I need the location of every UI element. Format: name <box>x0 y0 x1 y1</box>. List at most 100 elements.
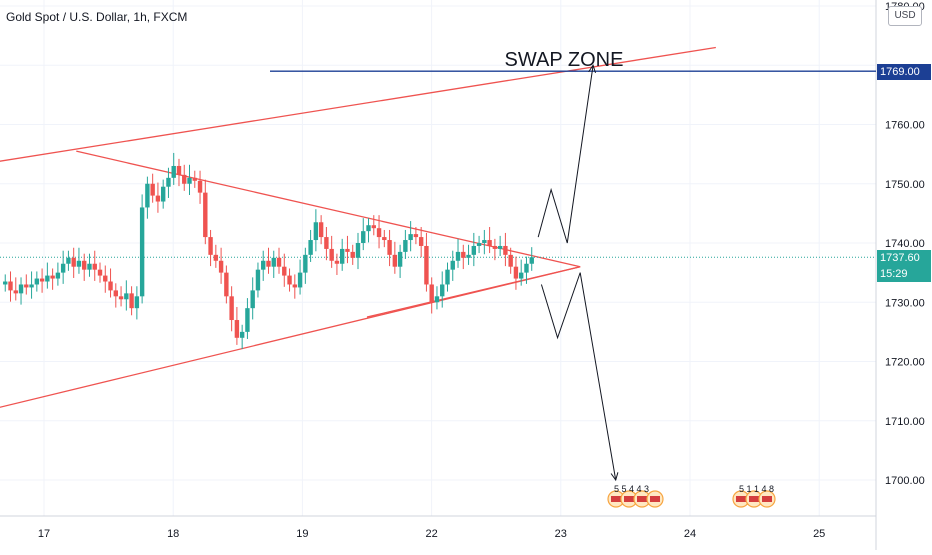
candle-body <box>403 240 408 252</box>
countdown-tag: 15:29 <box>877 266 931 282</box>
candle-body <box>145 183 150 208</box>
candle-body <box>508 254 513 267</box>
candle-body <box>166 177 171 187</box>
candle-body <box>3 281 8 285</box>
candle-body <box>155 195 161 202</box>
candle-body <box>34 278 40 285</box>
candle-body <box>150 183 155 196</box>
y-tick-label: 1750.00 <box>885 179 925 191</box>
candle-body <box>471 245 477 255</box>
candle-body <box>8 281 13 291</box>
candle-body <box>45 275 50 282</box>
candle-body <box>66 257 71 264</box>
candle-body <box>213 254 219 261</box>
flag-stripe <box>762 496 772 502</box>
candle-body <box>382 237 387 241</box>
candle-body <box>361 231 366 243</box>
candle-body <box>60 263 66 273</box>
candle-body <box>13 290 18 294</box>
candle-body <box>345 248 350 252</box>
candle-body <box>134 296 140 309</box>
candle-body <box>371 225 376 229</box>
candle-body <box>24 284 29 288</box>
x-tick-label: 17 <box>38 528 50 540</box>
currency-button[interactable]: USD <box>888 6 922 26</box>
candle-body <box>482 240 487 243</box>
candle-body <box>324 237 329 249</box>
x-tick-label: 23 <box>555 528 567 540</box>
candle-body <box>261 260 266 270</box>
flag-stripe <box>736 496 746 502</box>
candle-body <box>408 234 413 241</box>
candle-body <box>108 281 113 291</box>
candle-body <box>297 272 303 288</box>
candle-body <box>113 290 119 297</box>
candle-body <box>282 266 287 276</box>
candle-body <box>313 222 319 241</box>
candle-body <box>55 272 61 279</box>
candle-body <box>487 240 492 246</box>
candle-body <box>519 272 524 279</box>
event-digits: 5 5 4 4 3 <box>614 484 649 494</box>
x-tick-label: 18 <box>167 528 179 540</box>
candle-body <box>208 237 213 255</box>
candle-body <box>339 248 345 264</box>
candle-body <box>39 278 45 282</box>
candle-body <box>350 251 355 258</box>
candle-body <box>397 251 403 267</box>
candle-body <box>124 293 129 300</box>
x-tick-label: 19 <box>296 528 308 540</box>
candle-body <box>355 243 361 258</box>
swap-zone-label: SWAP ZONE <box>505 49 624 71</box>
candle-body <box>366 225 371 232</box>
candle-body <box>118 296 124 300</box>
lower-channel-line <box>0 266 581 408</box>
flag-stripe <box>650 496 660 502</box>
flag-stripe <box>624 496 634 502</box>
candle-body <box>266 260 271 267</box>
candle-body <box>29 284 34 288</box>
x-tick-label: 24 <box>684 528 696 540</box>
candle-body <box>334 260 340 264</box>
candle-body <box>176 165 182 175</box>
upper-channel-line <box>0 46 716 162</box>
last-price-tag: 1737.60 <box>877 250 931 266</box>
candle-body <box>413 234 419 238</box>
candle-body <box>440 284 445 297</box>
event-digits: 5 1 1 4 8 <box>739 484 774 494</box>
candle-body <box>192 177 197 181</box>
symbol-title: Gold Spot / U.S. Dollar, 1h, FXCM <box>6 10 188 24</box>
candle-body <box>103 275 108 282</box>
candle-body <box>82 260 87 270</box>
candle-body <box>418 237 424 246</box>
candle-body <box>97 269 103 276</box>
swap-zone-price-tag: 1769.00 <box>877 64 931 80</box>
candle-body <box>524 263 529 273</box>
flag-stripe <box>611 496 621 502</box>
candle-body <box>50 275 55 279</box>
projection-arrow-down-head <box>610 472 619 482</box>
projection-arrow-down <box>540 272 617 481</box>
candle-body <box>197 180 203 193</box>
candle-body <box>139 207 145 297</box>
candle-body <box>461 251 466 258</box>
candle-body <box>234 320 240 338</box>
y-tick-label: 1730.00 <box>885 297 925 309</box>
candle-body <box>476 243 482 246</box>
candle-body <box>392 254 398 267</box>
y-tick-label: 1760.00 <box>885 120 925 132</box>
candle-body <box>218 260 224 273</box>
candle-body <box>271 257 276 267</box>
candle-body <box>529 257 534 264</box>
y-tick-label: 1710.00 <box>885 416 925 428</box>
flag-stripe <box>637 496 647 502</box>
candle-body <box>71 257 76 267</box>
candle-body <box>245 308 250 332</box>
y-tick-label: 1740.00 <box>885 238 925 250</box>
flag-stripe <box>749 496 759 502</box>
candle-body <box>224 272 229 297</box>
candle-body <box>292 284 298 288</box>
candle-body <box>455 251 461 261</box>
